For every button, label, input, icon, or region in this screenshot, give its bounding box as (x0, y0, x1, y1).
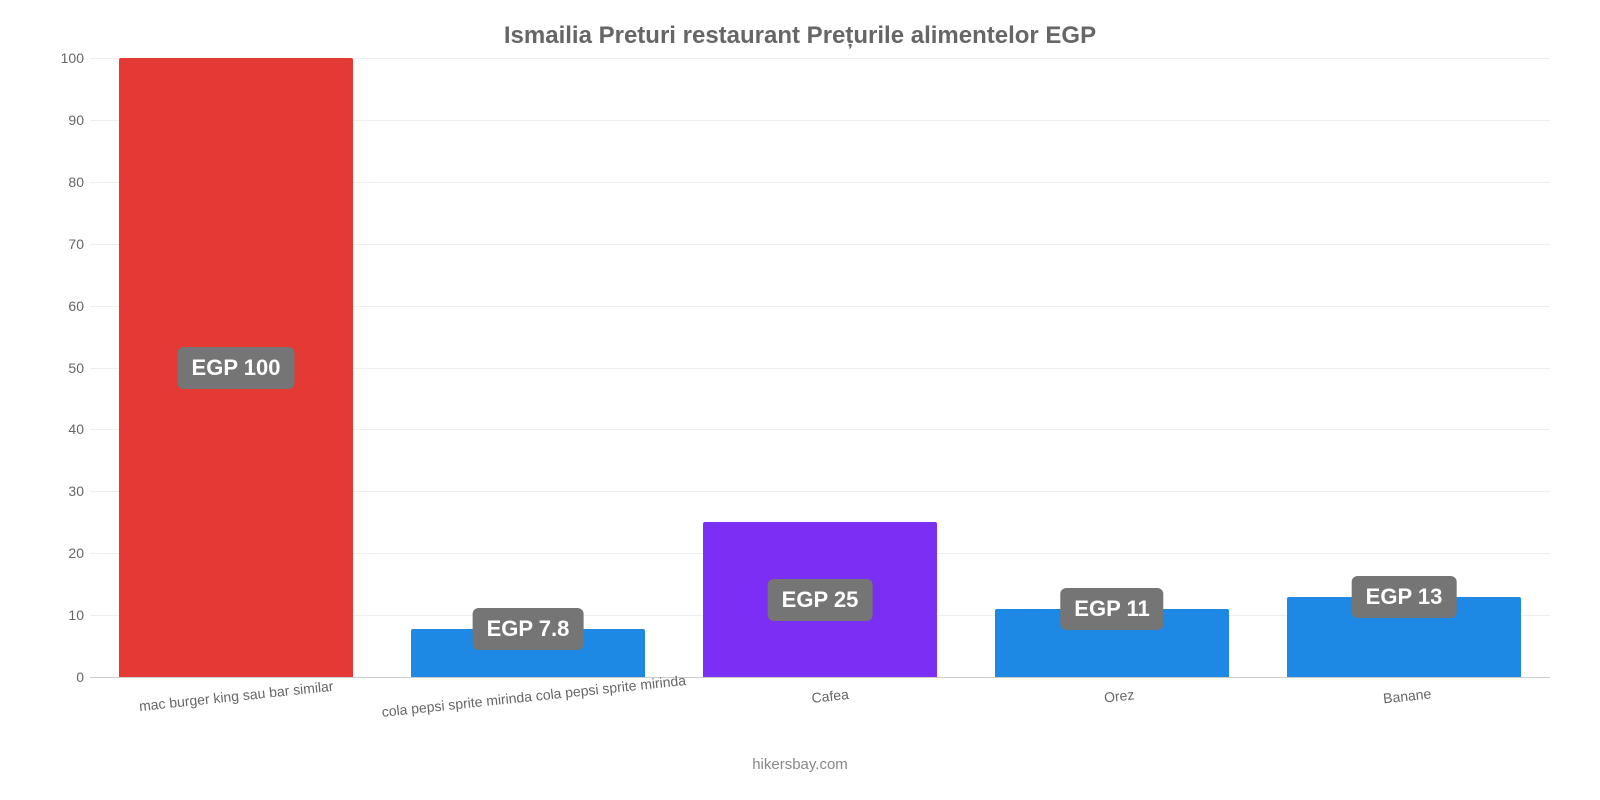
y-tick-label: 50 (48, 360, 84, 376)
data-label: EGP 13 (1352, 576, 1457, 618)
data-label: EGP 7.8 (473, 608, 584, 650)
bar-slot: EGP 100 (90, 58, 382, 677)
plot-area: 0102030405060708090100 EGP 100EGP 7.8EGP… (90, 58, 1550, 678)
y-tick-label: 10 (48, 607, 84, 623)
y-tick-label: 80 (48, 174, 84, 190)
y-tick-label: 0 (48, 669, 84, 685)
data-label: EGP 25 (768, 579, 873, 621)
bar-slot: EGP 13 (1258, 58, 1550, 677)
bar: EGP 13 (1287, 597, 1521, 677)
chart-container: Ismailia Preturi restaurant Prețurile al… (0, 0, 1600, 800)
bar-slot: EGP 25 (674, 58, 966, 677)
data-label: EGP 100 (178, 347, 295, 389)
y-tick-label: 40 (48, 421, 84, 437)
bars-row: EGP 100 EGP 7.8 EGP 25 EGP 11 EGP 13 (90, 58, 1550, 677)
y-tick-label: 70 (48, 236, 84, 252)
bar-slot: EGP 7.8 (382, 58, 674, 677)
chart-title: Ismailia Preturi restaurant Prețurile al… (30, 22, 1570, 50)
y-tick-label: 100 (48, 50, 84, 66)
y-tick-label: 60 (48, 298, 84, 314)
y-tick-label: 90 (48, 112, 84, 128)
bar: EGP 11 (995, 609, 1229, 677)
x-axis-labels: mac burger king sau bar similarcola peps… (90, 678, 1550, 738)
bar: EGP 100 (119, 58, 353, 677)
y-tick-label: 20 (48, 545, 84, 561)
bar-slot: EGP 11 (966, 58, 1258, 677)
data-label: EGP 11 (1060, 588, 1163, 630)
footer-credit: hikersbay.com (30, 756, 1570, 773)
bar: EGP 25 (703, 522, 937, 677)
y-tick-label: 30 (48, 483, 84, 499)
